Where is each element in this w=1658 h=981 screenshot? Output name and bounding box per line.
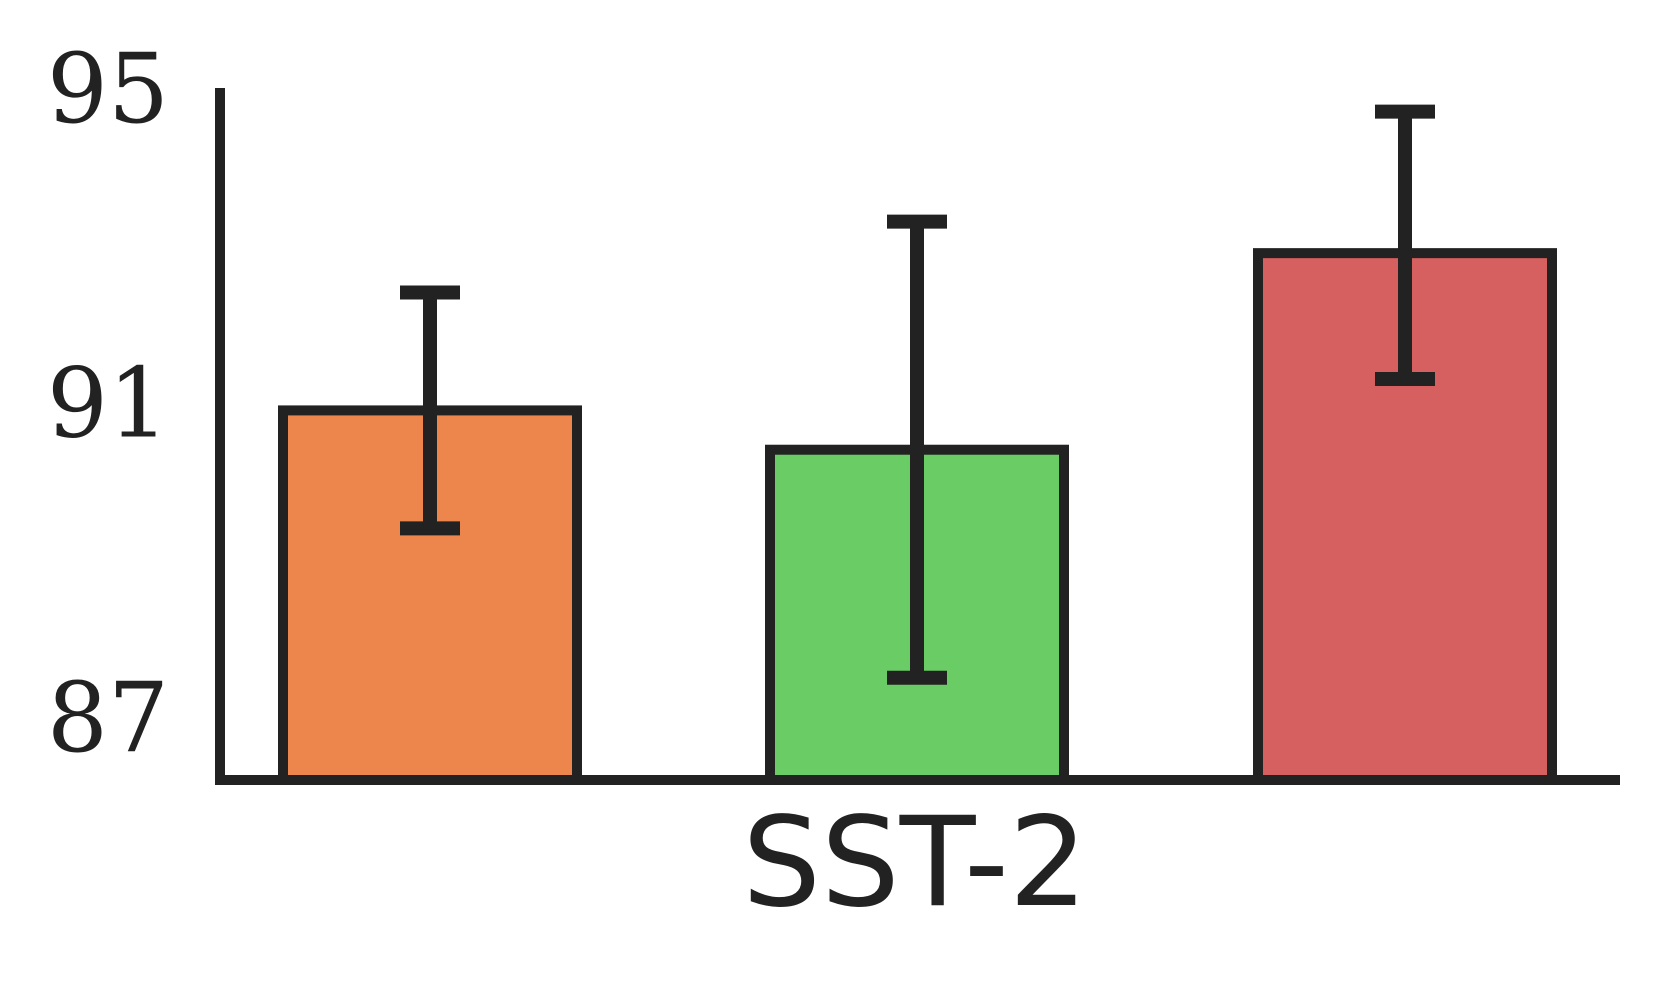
y-tick-label: 91: [47, 348, 169, 460]
error-bar-3: [1375, 104, 1435, 386]
error-bar-2: [887, 214, 947, 685]
x-category-label: SST-2: [742, 791, 1087, 935]
error-bar-1: [400, 285, 460, 536]
y-tick-labels: 87 91 95: [47, 33, 169, 774]
bars-layer: [278, 248, 1557, 786]
y-tick-label: 95: [47, 33, 169, 145]
y-tick-label: 87: [47, 662, 169, 774]
error-bars-layer: [400, 104, 1435, 685]
